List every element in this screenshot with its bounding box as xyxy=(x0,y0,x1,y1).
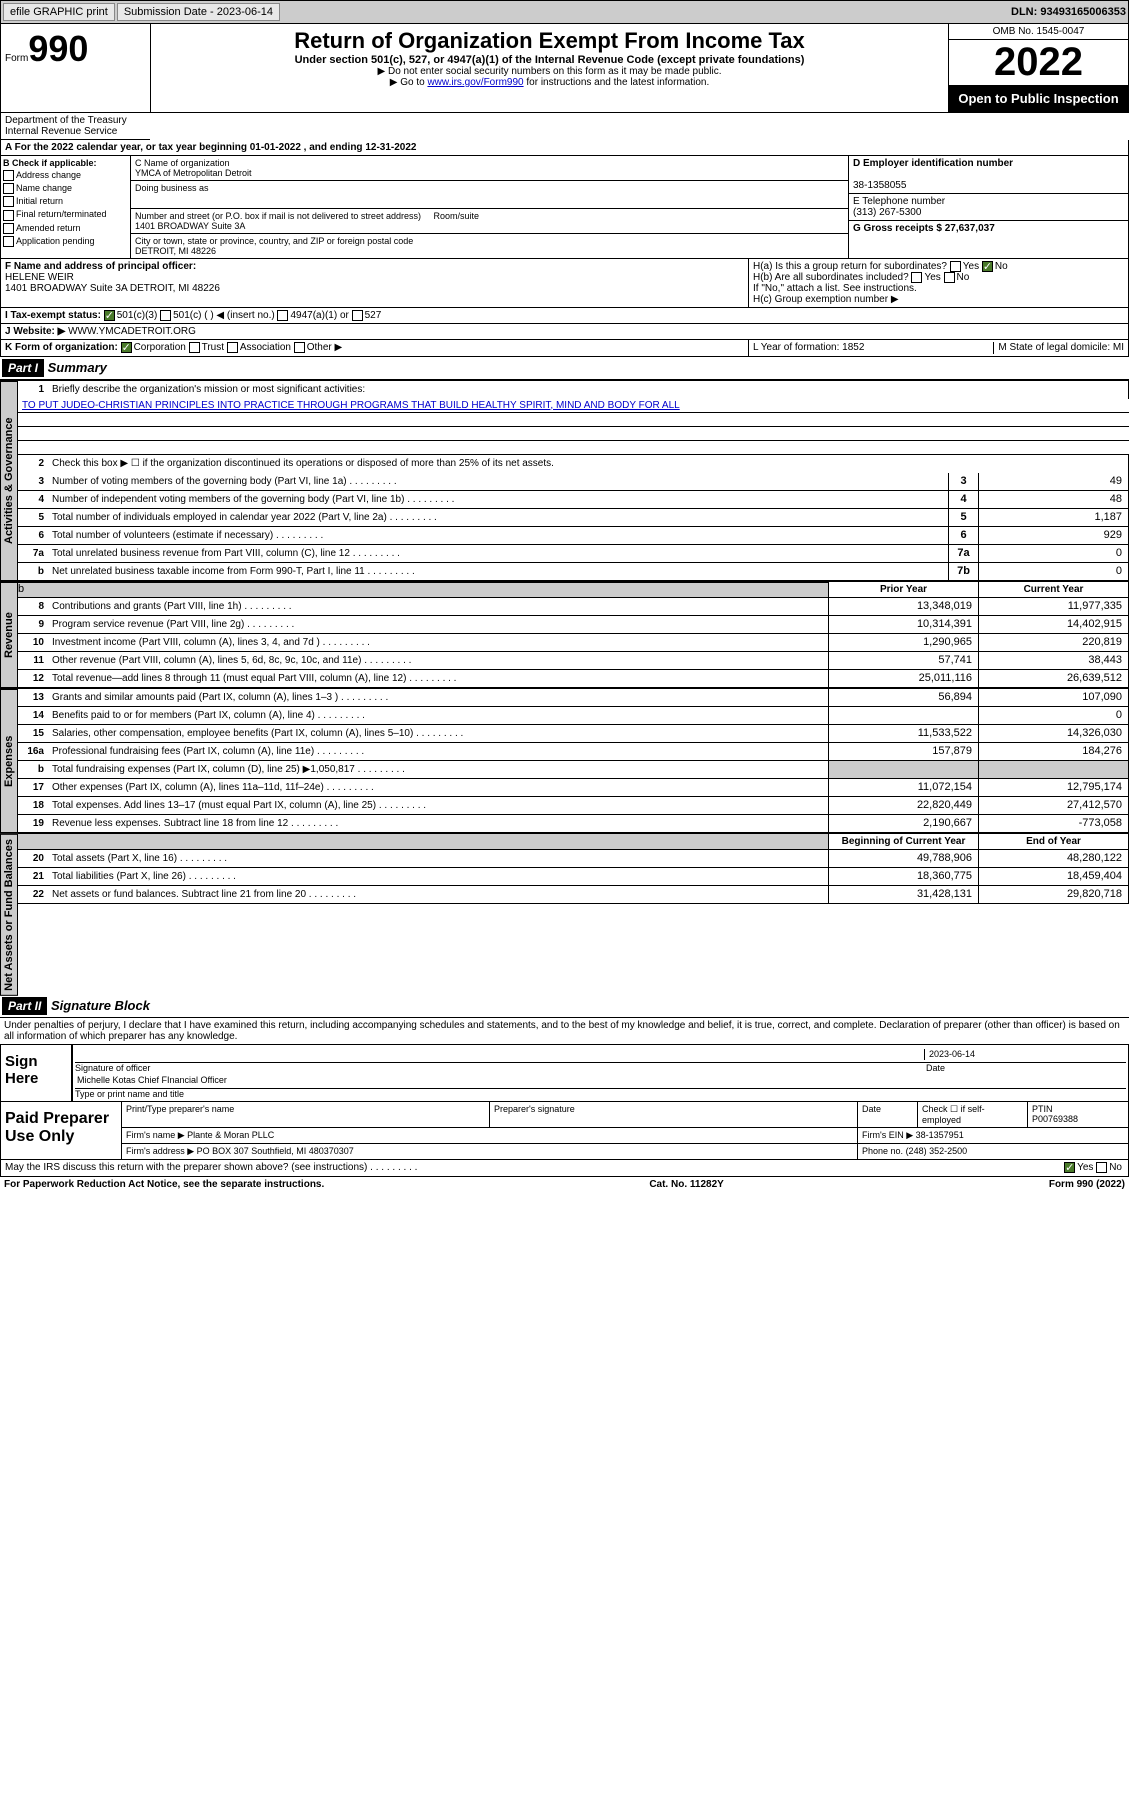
tax-year: 2022 xyxy=(949,40,1128,85)
summary-governance: Activities & Governance 1Briefly describ… xyxy=(0,380,1129,581)
header: Form990 Return of Organization Exempt Fr… xyxy=(0,24,1129,113)
officer-sig-name: Michelle Kotas Chief FInancial Officer xyxy=(75,1073,1126,1089)
line-21: 21Total liabilities (Part X, line 26)18,… xyxy=(18,868,1129,886)
line-8: 8Contributions and grants (Part VIII, li… xyxy=(18,598,1129,616)
form-org-row: K Form of organization: Corporation Trus… xyxy=(0,340,1129,356)
line-16a: 16aProfessional fundraising fees (Part I… xyxy=(18,743,1129,761)
line-15: 15Salaries, other compensation, employee… xyxy=(18,725,1129,743)
form-number: 990 xyxy=(28,28,88,69)
line-b: bNet unrelated business taxable income f… xyxy=(18,563,1129,581)
efile-btn[interactable]: efile GRAPHIC print xyxy=(3,3,115,21)
submission-date: Submission Date - 2023-06-14 xyxy=(117,3,280,21)
subtitle: Under section 501(c), 527, or 4947(a)(1)… xyxy=(155,54,944,66)
line-b: bTotal fundraising expenses (Part IX, co… xyxy=(18,761,1129,779)
line-20: 20Total assets (Part X, line 16)49,788,9… xyxy=(18,850,1129,868)
footer: For Paperwork Reduction Act Notice, see … xyxy=(0,1177,1129,1192)
officer-addr: 1401 BROADWAY Suite 3A DETROIT, MI 48226 xyxy=(5,283,220,294)
line-13: 13Grants and similar amounts paid (Part … xyxy=(18,689,1129,707)
note2: ▶ Go to www.irs.gov/Form990 for instruct… xyxy=(155,77,944,88)
chk-corp[interactable] xyxy=(121,342,132,353)
discuss-no[interactable] xyxy=(1096,1162,1107,1173)
hb-no[interactable] xyxy=(944,272,955,283)
discuss-yes[interactable] xyxy=(1064,1162,1075,1173)
sign-here: Sign Here 2023-06-14 Signature of office… xyxy=(0,1045,1129,1102)
paid-preparer: Paid Preparer Use Only Print/Type prepar… xyxy=(0,1102,1129,1160)
col-b: B Check if applicable: Address change Na… xyxy=(1,156,131,258)
line-10: 10Investment income (Part VIII, column (… xyxy=(18,634,1129,652)
summary-netassets: Net Assets or Fund Balances Beginning of… xyxy=(0,833,1129,996)
chk-pending: Application pending xyxy=(3,236,128,247)
chk-initial: Initial return xyxy=(3,196,128,207)
org-city: DETROIT, MI 48226 xyxy=(135,246,216,256)
hb-yes[interactable] xyxy=(911,272,922,283)
year-formation: L Year of formation: 1852 xyxy=(753,342,993,353)
gross-receipts: G Gross receipts $ 27,637,037 xyxy=(853,223,995,234)
org-address: 1401 BROADWAY Suite 3A xyxy=(135,221,245,231)
chk-501c3[interactable] xyxy=(104,310,115,321)
chk-amended: Amended return xyxy=(3,223,128,234)
part2-header: Part II Signature Block xyxy=(0,995,1129,1018)
col-de: D Employer identification number38-13580… xyxy=(848,156,1128,258)
firm-name: Plante & Moran PLLC xyxy=(187,1130,274,1140)
ha-yes[interactable] xyxy=(950,261,961,272)
line-19: 19Revenue less expenses. Subtract line 1… xyxy=(18,815,1129,833)
line-22: 22Net assets or fund balances. Subtract … xyxy=(18,886,1129,904)
line-12: 12Total revenue—add lines 8 through 11 (… xyxy=(18,670,1129,688)
chk-name: Name change xyxy=(3,183,128,194)
line-4: 4Number of independent voting members of… xyxy=(18,491,1129,509)
line-7a: 7aTotal unrelated business revenue from … xyxy=(18,545,1129,563)
summary-revenue: Revenue bPrior YearCurrent Year 8Contrib… xyxy=(0,581,1129,688)
note1: ▶ Do not enter social security numbers o… xyxy=(155,66,944,77)
open-public: Open to Public Inspection xyxy=(949,85,1128,112)
mission: TO PUT JUDEO-CHRISTIAN PRINCIPLES INTO P… xyxy=(22,400,680,411)
line-6: 6Total number of volunteers (estimate if… xyxy=(18,527,1129,545)
col-c: C Name of organizationYMCA of Metropolit… xyxy=(131,156,848,258)
omb: OMB No. 1545-0047 xyxy=(949,24,1128,40)
chk-final: Final return/terminated xyxy=(3,209,128,220)
form-title: Return of Organization Exempt From Incom… xyxy=(155,28,944,54)
topbar: efile GRAPHIC print Submission Date - 20… xyxy=(0,0,1129,24)
firm-ein: 38-1357951 xyxy=(916,1130,964,1140)
website-row: J Website: ▶ WWW.YMCADETROIT.ORG xyxy=(0,324,1129,340)
line-3: 3Number of voting members of the governi… xyxy=(18,473,1129,491)
website: WWW.YMCADETROIT.ORG xyxy=(65,326,196,337)
line-9: 9Program service revenue (Part VIII, lin… xyxy=(18,616,1129,634)
line-14: 14Benefits paid to or for members (Part … xyxy=(18,707,1129,725)
domicile: M State of legal domicile: MI xyxy=(993,342,1124,353)
org-name: YMCA of Metropolitan Detroit xyxy=(135,168,252,178)
dept: Department of the Treasury Internal Reve… xyxy=(0,113,150,140)
ein: 38-1358055 xyxy=(853,180,906,191)
summary-expenses: Expenses 13Grants and similar amounts pa… xyxy=(0,688,1129,833)
row-a: A For the 2022 calendar year, or tax yea… xyxy=(0,140,1129,156)
line-18: 18Total expenses. Add lines 13–17 (must … xyxy=(18,797,1129,815)
firm-addr: PO BOX 307 Southfield, MI 480370307 xyxy=(197,1146,354,1156)
part1-header: Part I Summary xyxy=(0,357,1129,380)
declaration: Under penalties of perjury, I declare th… xyxy=(0,1018,1129,1045)
tax-status-row: I Tax-exempt status: 501(c)(3) 501(c) ( … xyxy=(0,308,1129,324)
dln: DLN: 93493165006353 xyxy=(1011,6,1126,18)
irs-link[interactable]: www.irs.gov/Form990 xyxy=(427,77,523,88)
line-11: 11Other revenue (Part VIII, column (A), … xyxy=(18,652,1129,670)
form-label: Form xyxy=(5,53,28,64)
officer-h-row: F Name and address of principal officer:… xyxy=(0,259,1129,308)
firm-phone: (248) 352-2500 xyxy=(906,1146,968,1156)
line-5: 5Total number of individuals employed in… xyxy=(18,509,1129,527)
discuss-row: May the IRS discuss this return with the… xyxy=(0,1160,1129,1176)
officer-name: HELENE WEIR xyxy=(5,272,74,283)
line-17: 17Other expenses (Part IX, column (A), l… xyxy=(18,779,1129,797)
phone: (313) 267-5300 xyxy=(853,207,921,218)
ha-no[interactable] xyxy=(982,261,993,272)
ptin: P00769388 xyxy=(1032,1114,1078,1124)
chk-address: Address change xyxy=(3,170,128,181)
section-bcde: B Check if applicable: Address change Na… xyxy=(0,156,1129,259)
